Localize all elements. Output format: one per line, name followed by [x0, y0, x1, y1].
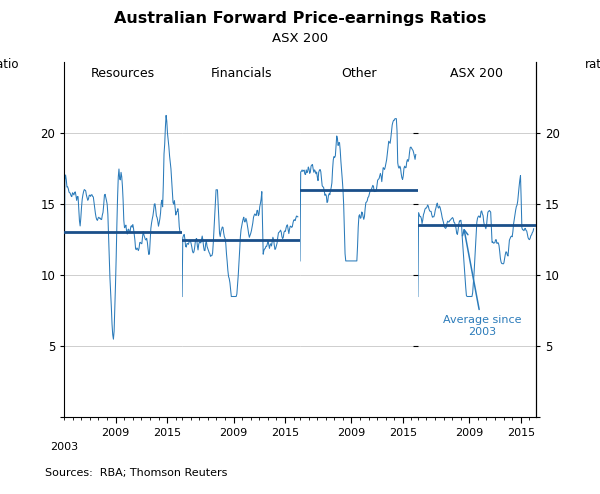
Text: ASX 200: ASX 200: [272, 32, 328, 45]
Text: ratio: ratio: [0, 58, 19, 71]
Text: Resources: Resources: [91, 67, 155, 80]
Text: Australian Forward Price-earnings Ratios: Australian Forward Price-earnings Ratios: [114, 11, 486, 26]
Text: 2003: 2003: [50, 442, 78, 453]
Text: ratio: ratio: [586, 58, 600, 71]
Text: Other: Other: [341, 67, 377, 80]
Text: Financials: Financials: [211, 67, 272, 80]
Text: Sources:  RBA; Thomson Reuters: Sources: RBA; Thomson Reuters: [45, 468, 227, 478]
Text: Average since
2003: Average since 2003: [443, 230, 521, 336]
Text: ASX 200: ASX 200: [451, 67, 503, 80]
